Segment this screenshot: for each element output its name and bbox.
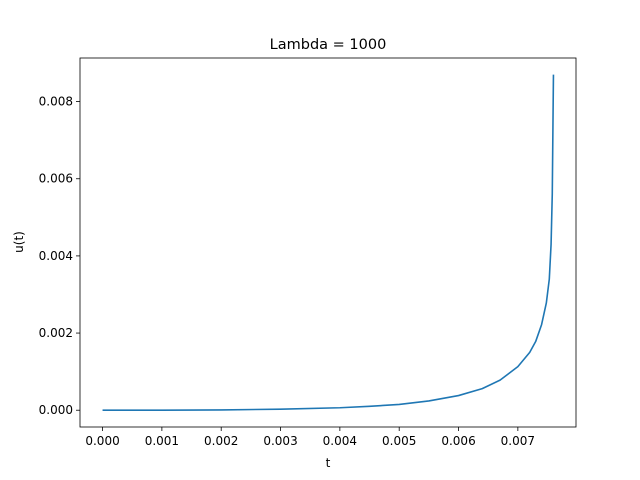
x-tick-label: 0.003 [263,434,297,448]
x-tick-label: 0.007 [501,434,535,448]
plot-area [102,74,555,412]
x-tick-label: 0.005 [382,434,416,448]
chart-title: Lambda = 1000 [270,37,387,53]
y-axis: 0.000 0.002 0.004 0.006 0.008 [39,95,80,417]
series-line-0 [102,74,555,412]
x-tick-label: 0.004 [323,434,357,448]
y-axis-label: u(t) [12,231,26,253]
x-tick-label: 0.001 [145,434,179,448]
axes-frame [79,57,577,428]
x-tick-label: 0.000 [85,434,119,448]
y-tick-label: 0.006 [39,172,73,186]
y-tick-label: 0.008 [39,95,73,109]
x-tick-label: 0.002 [204,434,238,448]
x-axis-label: t [326,456,331,470]
x-axis: 0.000 0.001 0.002 0.003 0.004 0.005 0.006 0.007 [85,427,535,448]
y-tick-label: 0.004 [39,249,73,263]
y-tick-label: 0.000 [39,403,73,417]
x-tick-label: 0.006 [441,434,475,448]
y-tick-label: 0.002 [39,326,73,340]
